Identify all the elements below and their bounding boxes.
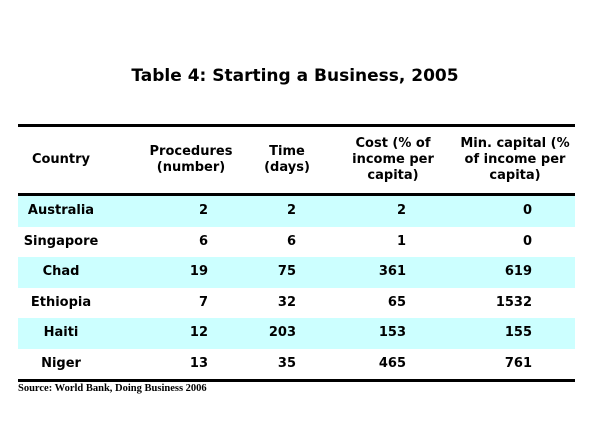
country-cell: Haiti xyxy=(43,325,79,341)
procedures-cell: 13 xyxy=(189,355,208,371)
time-cell: 32 xyxy=(277,294,296,310)
top-rule xyxy=(18,124,575,127)
table-row: Chad 19 75 361 619 xyxy=(18,257,575,288)
procedures-cell: 2 xyxy=(198,203,208,219)
cost-cell: 153 xyxy=(378,325,406,341)
table-row: Haiti 12 203 153 155 xyxy=(18,318,575,349)
procedures-cell: 7 xyxy=(198,294,208,310)
country-cell: Niger xyxy=(41,355,81,371)
time-cell: 6 xyxy=(286,233,296,249)
time-cell: 35 xyxy=(277,355,296,371)
cost-cell: 1 xyxy=(396,233,406,249)
table-title: Table 4: Starting a Business, 2005 xyxy=(131,66,459,86)
header-cost: Cost (% of income per capita) xyxy=(352,136,434,183)
header-country: Country xyxy=(31,152,91,167)
country-cell: Singapore xyxy=(23,233,99,249)
source-note: Source: World Bank, Doing Business 2006 xyxy=(18,383,207,394)
header-rule xyxy=(18,193,575,196)
cost-cell: 361 xyxy=(378,264,406,280)
time-cell: 2 xyxy=(286,203,296,219)
table-row: Ethiopia 7 32 65 1532 xyxy=(18,288,575,319)
procedures-cell: 12 xyxy=(189,325,208,341)
time-cell: 75 xyxy=(277,264,296,280)
header-row: Country Procedures (number) Time (days) … xyxy=(18,127,575,193)
cost-cell: 65 xyxy=(387,294,406,310)
capital-cell: 0 xyxy=(522,233,532,249)
table-row: Australia 2 2 2 0 xyxy=(18,196,575,227)
time-cell: 203 xyxy=(268,325,296,341)
capital-cell: 619 xyxy=(504,264,532,280)
business-table: Country Procedures (number) Time (days) … xyxy=(18,124,575,382)
procedures-cell: 6 xyxy=(198,233,208,249)
country-cell: Australia xyxy=(27,203,95,219)
header-procedures: Procedures (number) xyxy=(149,144,233,175)
capital-cell: 761 xyxy=(504,355,532,371)
cost-cell: 2 xyxy=(396,203,406,219)
table-row: Singapore 6 6 1 0 xyxy=(18,227,575,258)
table-row: Niger 13 35 465 761 xyxy=(18,349,575,380)
country-cell: Ethiopia xyxy=(30,294,92,310)
cost-cell: 465 xyxy=(378,355,406,371)
procedures-cell: 19 xyxy=(189,264,208,280)
header-time: Time (days) xyxy=(264,144,310,175)
capital-cell: 155 xyxy=(504,325,532,341)
bottom-rule xyxy=(18,379,575,382)
capital-cell: 0 xyxy=(522,203,532,219)
country-cell: Chad xyxy=(42,264,80,280)
header-capital: Min. capital (% of income per capita) xyxy=(460,136,570,183)
capital-cell: 1532 xyxy=(495,294,532,310)
